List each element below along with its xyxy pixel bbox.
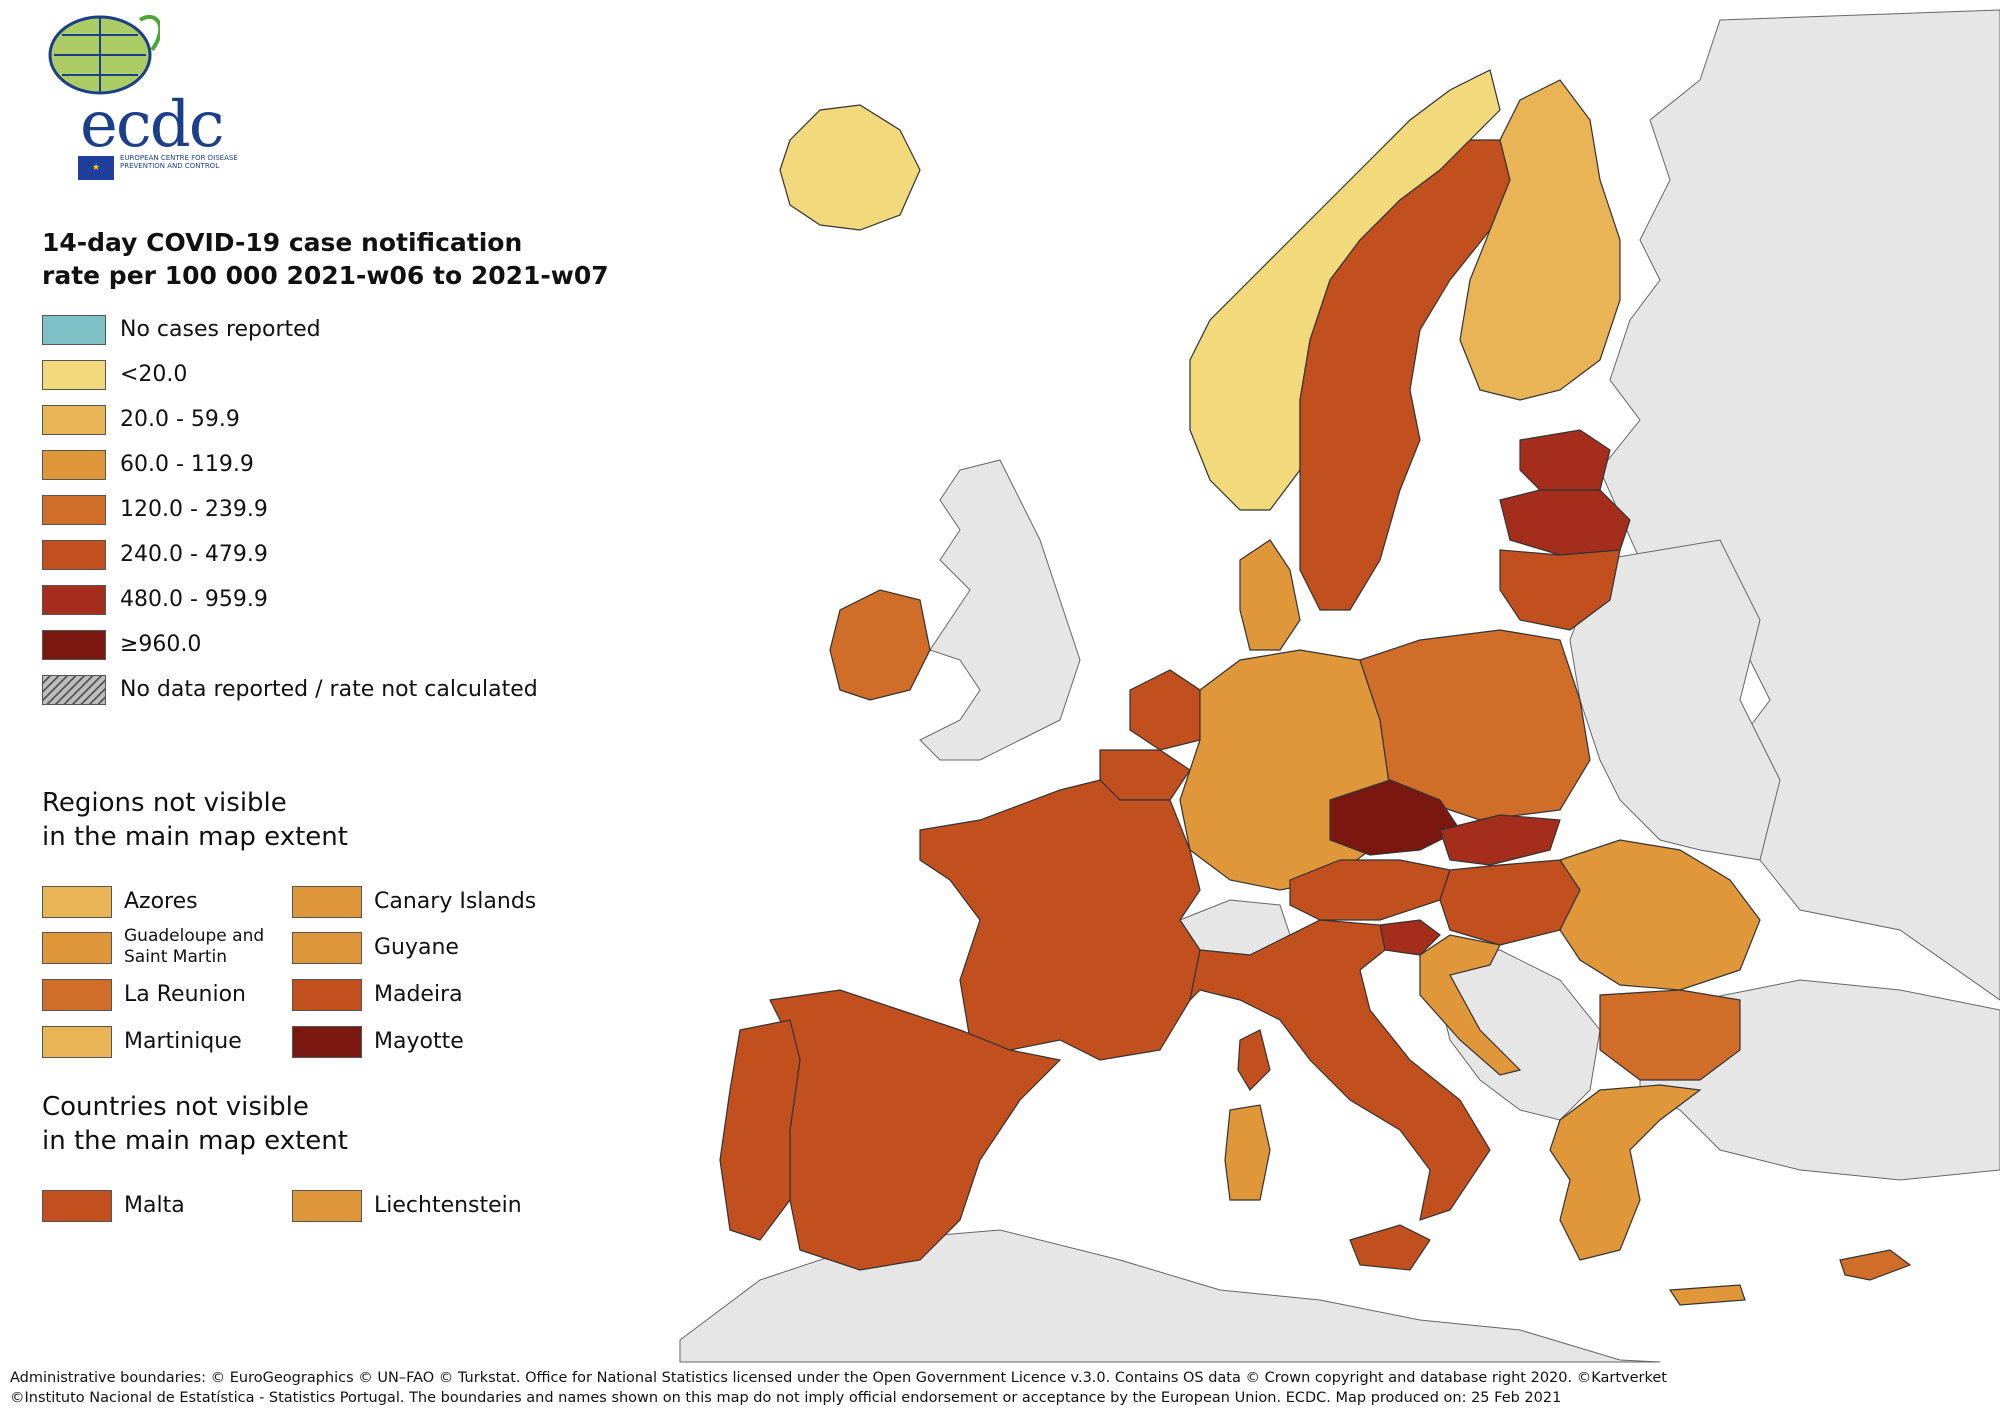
island-cyprus[interactable] bbox=[1839, 1249, 1912, 1281]
regions-section-line-2: in the main map extent bbox=[42, 822, 348, 852]
countries-section-title: Countries not visible in the main map ex… bbox=[42, 1090, 442, 1158]
legend-swatch bbox=[42, 315, 106, 345]
region-label: Martinique bbox=[124, 1029, 242, 1054]
country-portugal[interactable] bbox=[719, 1019, 801, 1241]
legend-label: 60.0 - 119.9 bbox=[120, 452, 254, 477]
ecdc-logo: ecdc ★ EUROPEAN CENTRE FOR DISEASE PREVE… bbox=[40, 10, 240, 180]
country-denmark[interactable] bbox=[1239, 539, 1301, 651]
map-title-line-1: 14-day COVID-19 case notification bbox=[42, 228, 523, 257]
region-swatch bbox=[42, 979, 112, 1011]
legend-swatch bbox=[42, 360, 106, 390]
legend-label: ≥960.0 bbox=[120, 632, 202, 657]
legend-swatch bbox=[42, 495, 106, 525]
country-iceland[interactable] bbox=[779, 104, 921, 231]
legend-swatch bbox=[42, 585, 106, 615]
region-swatch bbox=[292, 1026, 362, 1058]
map-title-line-2: rate per 100 000 2021-w06 to 2021-w07 bbox=[42, 261, 609, 290]
countries-section-line-2: in the main map extent bbox=[42, 1126, 348, 1156]
legend-swatch bbox=[42, 405, 106, 435]
legend-swatch bbox=[42, 540, 106, 570]
region-swatch bbox=[292, 886, 362, 918]
balkans-region bbox=[1429, 949, 1601, 1121]
legend-label: 240.0 - 479.9 bbox=[120, 542, 268, 567]
country-hungary[interactable] bbox=[1439, 859, 1581, 946]
country-croatia[interactable] bbox=[1419, 934, 1522, 1076]
region-label: Madeira bbox=[374, 982, 463, 1007]
legend-swatch bbox=[42, 450, 106, 480]
island-corsica[interactable] bbox=[1237, 1029, 1271, 1091]
legend-label: No cases reported bbox=[120, 317, 321, 342]
country-label: Liechtenstein bbox=[374, 1193, 522, 1218]
region-swatch bbox=[292, 979, 362, 1011]
region-label: La Reunion bbox=[124, 982, 246, 1007]
region-swatch bbox=[42, 932, 112, 964]
region-label: Guadeloupe and Saint Martin bbox=[124, 926, 265, 967]
legend-label: No data reported / rate not calculated bbox=[120, 677, 538, 702]
country-swatch bbox=[42, 1190, 112, 1222]
country-romania[interactable] bbox=[1559, 839, 1761, 991]
logo-org-name: EUROPEAN CENTRE FOR DISEASE PREVENTION A… bbox=[120, 154, 238, 170]
country-swatch bbox=[292, 1190, 362, 1222]
island-sicily[interactable] bbox=[1349, 1224, 1431, 1271]
credits-line-1: Administrative boundaries: © EuroGeograp… bbox=[10, 1370, 1667, 1386]
island-sardinia[interactable] bbox=[1224, 1104, 1271, 1201]
legend-swatch bbox=[42, 630, 106, 660]
great-britain-region bbox=[919, 459, 1081, 761]
region-label: Mayotte bbox=[374, 1029, 464, 1054]
country-ireland[interactable] bbox=[829, 589, 931, 701]
region-swatch bbox=[42, 1026, 112, 1058]
globe-icon bbox=[48, 14, 160, 95]
country-belgium[interactable] bbox=[1099, 749, 1191, 801]
country-poland[interactable] bbox=[1359, 629, 1591, 821]
country-france[interactable] bbox=[919, 779, 1201, 1061]
map-title: 14-day COVID-19 case notification rate p… bbox=[42, 226, 662, 292]
legend-swatch bbox=[42, 675, 106, 705]
legend-label: 20.0 - 59.9 bbox=[120, 407, 240, 432]
region-label: Canary Islands bbox=[374, 889, 537, 914]
island-crete[interactable] bbox=[1668, 1284, 1746, 1306]
region-swatch bbox=[292, 932, 362, 964]
country-finland[interactable] bbox=[1459, 79, 1621, 401]
country-bulgaria[interactable] bbox=[1599, 989, 1741, 1081]
legend-label: <20.0 bbox=[120, 362, 188, 387]
country-greece[interactable] bbox=[1549, 1084, 1702, 1261]
country-label: Malta bbox=[124, 1193, 185, 1218]
regions-section-line-1: Regions not visible bbox=[42, 788, 287, 818]
non-eu-landmass bbox=[679, 9, 2000, 1363]
country-czechia[interactable] bbox=[1329, 779, 1461, 856]
country-netherlands[interactable] bbox=[1129, 669, 1201, 751]
eu-eea-countries bbox=[719, 69, 1912, 1306]
country-lithuania[interactable] bbox=[1499, 549, 1621, 631]
legend-label: 480.0 - 959.9 bbox=[120, 587, 268, 612]
countries-section-line-1: Countries not visible bbox=[42, 1092, 309, 1122]
region-swatch bbox=[42, 886, 112, 918]
credits: Administrative boundaries: © EuroGeograp… bbox=[10, 1368, 1990, 1408]
country-italy[interactable] bbox=[1189, 919, 1491, 1221]
legend-label: 120.0 - 239.9 bbox=[120, 497, 268, 522]
country-germany[interactable] bbox=[1179, 649, 1391, 891]
region-label: Azores bbox=[124, 889, 198, 914]
country-latvia[interactable] bbox=[1499, 489, 1631, 556]
logo-wordmark: ecdc bbox=[80, 88, 225, 162]
country-estonia[interactable] bbox=[1519, 429, 1611, 491]
regions-section-title: Regions not visible in the main map exte… bbox=[42, 786, 442, 854]
country-slovakia[interactable] bbox=[1439, 814, 1561, 866]
eu-flag-icon: ★ bbox=[78, 156, 114, 180]
region-label: Guyane bbox=[374, 935, 459, 960]
credits-line-2: ©Instituto Nacional de Estatística - Sta… bbox=[10, 1390, 1562, 1406]
country-sweden[interactable] bbox=[1299, 139, 1511, 611]
